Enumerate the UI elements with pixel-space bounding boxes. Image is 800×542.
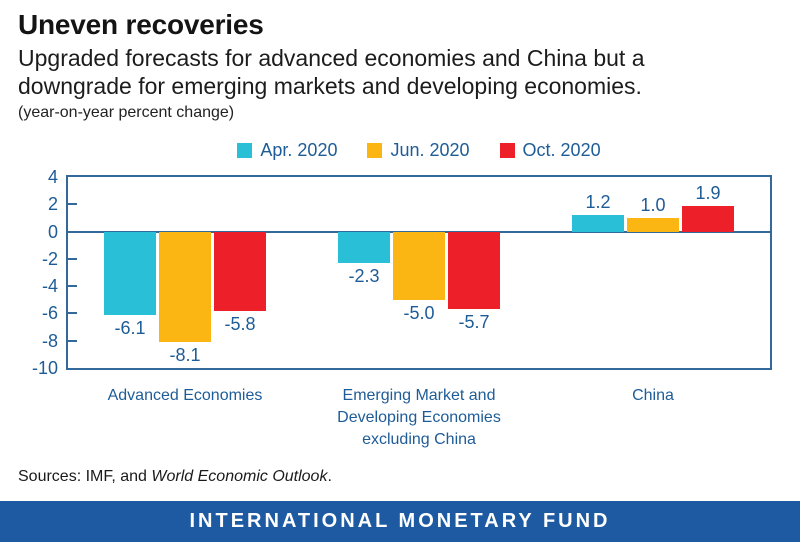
sources-suffix: . <box>327 468 332 485</box>
y-tick-label: 4 <box>47 167 58 187</box>
value-label: -5.7 <box>458 312 490 333</box>
subtitle-line-1: Upgraded forecasts for advanced economie… <box>18 45 645 71</box>
bar-apr-2020 <box>572 215 624 232</box>
y-tick-label: 0 <box>47 221 58 242</box>
bar-oct-2020 <box>682 205 734 232</box>
value-label: -5.0 <box>403 302 435 323</box>
unit-note: (year-on-year percent change) <box>18 104 235 121</box>
y-axis-tick <box>68 285 77 288</box>
bar-apr-2020 <box>338 231 390 263</box>
bar-jun-2020 <box>159 231 211 343</box>
category-label-line: Emerging Market and <box>342 387 496 404</box>
category-label-line: Advanced Economies <box>107 387 263 404</box>
sources-italic: World Economic Outlook <box>151 468 328 485</box>
y-tick-label: -4 <box>41 276 58 297</box>
y-axis-tick <box>68 312 77 315</box>
x-axis-labels: Advanced Economies Emerging Market and Dev… <box>68 385 770 455</box>
category-label-line: Developing Economies <box>337 409 501 426</box>
bar-apr-2020 <box>104 231 156 315</box>
y-tick-label: -8 <box>41 330 58 351</box>
y-tick-label: -2 <box>41 248 58 269</box>
value-label: -2.3 <box>348 265 380 286</box>
legend-label-apr-2020: Apr. 2020 <box>260 140 338 160</box>
subtitle-line-2: downgrade for emerging markets and devel… <box>18 73 642 99</box>
sources-note: Sources: IMF, and World Economic Outlook… <box>18 468 332 486</box>
imf-banner: INTERNATIONAL MONETARY FUND <box>0 501 800 542</box>
y-tick-label: -6 <box>41 303 58 324</box>
value-label: -8.1 <box>169 345 201 366</box>
legend-label-oct-2020: Oct. 2020 <box>522 140 601 160</box>
imf-banner-text: INTERNATIONAL MONETARY FUND <box>189 510 611 532</box>
bar-oct-2020 <box>448 231 500 310</box>
oct-2020-swatch-icon <box>499 143 515 158</box>
category-label-line: China <box>632 387 674 404</box>
jun-2020-swatch-icon <box>367 143 383 158</box>
chart-legend: Apr. 2020 Jun. 2020 Oct. 2020 <box>66 140 772 161</box>
y-axis-tick <box>68 339 77 342</box>
y-axis-tick <box>68 203 77 206</box>
value-label: 1.0 <box>640 194 666 215</box>
category-label-line: excluding China <box>362 431 476 448</box>
bar-jun-2020 <box>393 231 445 300</box>
bar-oct-2020 <box>214 231 266 311</box>
value-label: -6.1 <box>114 317 146 338</box>
category-label: Advanced Economies <box>68 385 302 407</box>
y-tick-label: -10 <box>31 358 58 378</box>
apr-2020-swatch-icon <box>237 143 253 158</box>
value-label: -5.8 <box>224 313 256 334</box>
category-label: China <box>536 385 770 407</box>
legend-label-jun-2020: Jun. 2020 <box>390 140 470 160</box>
plot-area: -6.1 -8.1 -5.8 -2.3 -5.0 -5.7 1.2 1.0 1.9 <box>66 175 772 370</box>
category-label: Emerging Market and Developing Economies e… <box>302 385 536 451</box>
y-tick-label: 2 <box>47 194 58 215</box>
page-title: Uneven recoveries <box>18 9 264 40</box>
chart-subtitle: Upgraded forecasts for advanced economie… <box>18 44 645 100</box>
sources-prefix: Sources: IMF, and <box>18 468 152 485</box>
legend-item-oct-2020: Oct. 2020 <box>499 140 601 161</box>
bar-jun-2020 <box>627 217 679 232</box>
value-label: 1.2 <box>585 192 611 213</box>
legend-item-apr-2020: Apr. 2020 <box>237 140 337 161</box>
y-axis: 4 2 0 -2 -4 -6 -8 -10 <box>0 167 58 378</box>
legend-item-jun-2020: Jun. 2020 <box>367 140 470 161</box>
value-label: 1.9 <box>695 182 721 203</box>
y-axis-tick <box>68 257 77 260</box>
